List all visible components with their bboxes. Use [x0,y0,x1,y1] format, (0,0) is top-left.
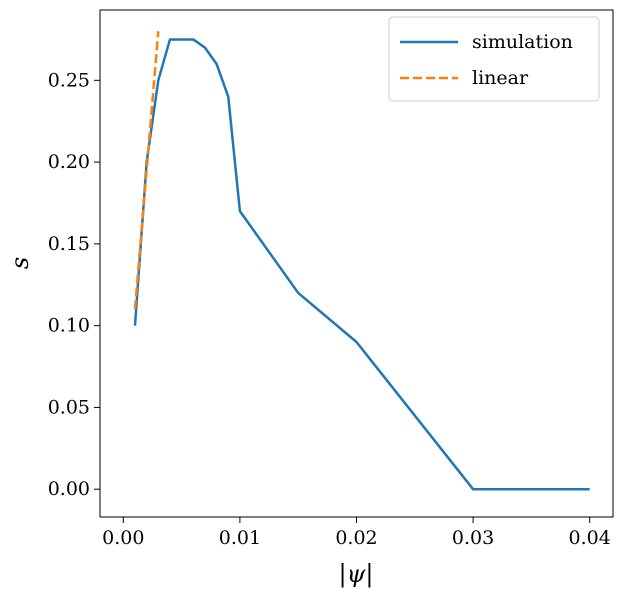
legend-box [388,16,600,102]
x-tick-label: 0.04 [569,527,611,549]
y-tick-label: 0.00 [48,478,90,500]
series-line-linear [133,31,160,310]
legend: simulation linear [388,16,600,102]
y-tick-label: 0.10 [48,315,90,337]
series-line-simulation [133,38,590,491]
y-axis-label: s [6,257,34,269]
x-axis-ticks: 0.00 0.01 0.02 0.03 0.04 [102,517,611,549]
series-layer [133,31,590,491]
x-tick-label: 0.00 [102,527,144,549]
legend-label-simulation: simulation [472,31,573,53]
y-tick-label: 0.05 [48,396,90,418]
x-tick-label: 0.02 [335,527,377,549]
y-tick-label: 0.25 [48,69,90,91]
x-tick-label: 0.01 [219,527,261,549]
y-tick-label: 0.15 [48,233,90,255]
y-tick-label: 0.20 [48,151,90,173]
legend-label-linear: linear [472,67,529,89]
x-axis-label: |ψ| [339,560,374,589]
y-axis-ticks: 0.00 0.05 0.10 0.15 0.20 0.25 [48,69,100,500]
x-tick-label: 0.03 [452,527,494,549]
